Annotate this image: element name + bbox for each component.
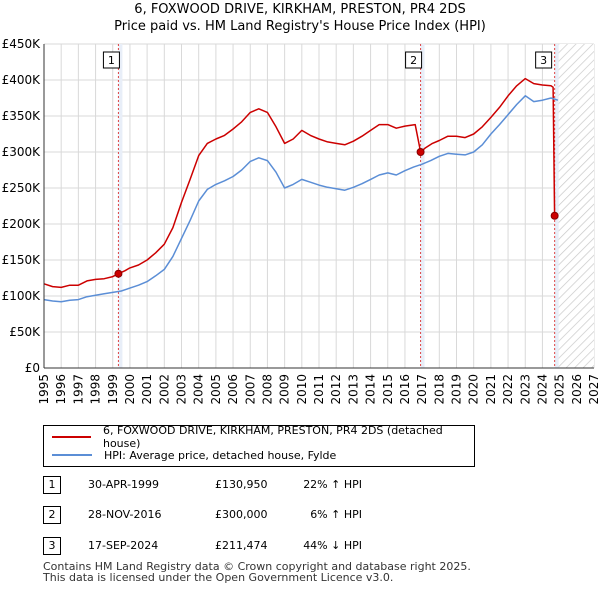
sale-band-2 xyxy=(420,44,425,368)
x-tick-label: 2016 xyxy=(398,374,412,405)
x-tick-label: 2006 xyxy=(226,374,240,405)
x-tick-label: 2018 xyxy=(432,374,446,405)
x-tick-label: 2024 xyxy=(535,374,549,405)
x-tick-label: 2014 xyxy=(364,374,378,405)
y-tick-label: £300K xyxy=(2,145,42,159)
table-row: 2 28-NOV-2016 £300,000 6% ↑ HPI xyxy=(43,504,443,524)
transaction-number: 3 xyxy=(43,537,61,555)
sale-point-3 xyxy=(550,211,559,220)
y-tick-label: £400K xyxy=(2,73,42,87)
price-chart: 1 2 3 £0 £50K £100K £150K £200K £250K £300K £350K… xyxy=(2,37,600,405)
x-tick-label: 1997 xyxy=(71,374,85,405)
x-tick-label: 2001 xyxy=(140,374,154,405)
x-tick-label: 2008 xyxy=(260,374,274,405)
x-tick-label: 2003 xyxy=(175,374,189,405)
x-tick-label: 1996 xyxy=(54,374,68,405)
legend-swatch-property xyxy=(52,436,91,438)
sale-label-box-3 xyxy=(535,51,553,69)
hpi-line xyxy=(43,95,559,303)
footer-copyright: Contains HM Land Registry data © Crown c… xyxy=(43,560,471,573)
property-price-line xyxy=(43,77,556,289)
footer: Contains HM Land Registry data © Crown c… xyxy=(43,561,471,583)
x-tick-label: 1998 xyxy=(89,374,103,405)
x-tick-label: 2007 xyxy=(243,374,257,405)
chart-title: 6, FOXWOOD DRIVE, KIRKHAM, PRESTON, PR4 … xyxy=(134,2,466,17)
chart-subtitle: Price paid vs. HM Land Registry's House … xyxy=(114,19,486,34)
sale-band-1 xyxy=(118,44,123,368)
transaction-price: £211,474 xyxy=(215,539,268,552)
legend-label-property: 6, FOXWOOD DRIVE, KIRKHAM, PRESTON, PR4 … xyxy=(102,424,443,450)
x-tick-label: 2023 xyxy=(518,374,532,405)
x-tick-label: 2011 xyxy=(312,374,326,405)
sale-band-3 xyxy=(554,44,559,368)
x-tick-label: 2009 xyxy=(278,374,292,405)
y-tick-label: £50K xyxy=(9,325,41,339)
transaction-date: 17-SEP-2024 xyxy=(88,539,159,552)
transaction-date: 30-APR-1999 xyxy=(88,478,160,491)
y-tick-label: £250K xyxy=(2,181,42,195)
y-tick-label: £0 xyxy=(25,361,40,375)
x-tick-label: 2021 xyxy=(484,374,498,405)
footer-licence: This data is licensed under the Open Gov… xyxy=(43,571,394,584)
transaction-price: £300,000 xyxy=(215,508,268,521)
future-hatch xyxy=(557,44,594,368)
sale-label-2: 2 xyxy=(410,54,417,67)
y-tick-label: £350K xyxy=(2,109,42,123)
transaction-number: 2 xyxy=(43,506,61,524)
sale-label-1: 1 xyxy=(108,54,115,67)
table-row: 1 30-APR-1999 £130,950 22% ↑ HPI xyxy=(43,474,443,494)
sale-label-box-1 xyxy=(102,51,120,69)
x-tick-label: 2015 xyxy=(381,374,395,405)
sale-label-3: 3 xyxy=(540,54,547,67)
y-tick-label: £150K xyxy=(2,253,42,267)
transaction-price: £130,950 xyxy=(215,478,268,491)
x-tick-label: 2002 xyxy=(157,374,171,405)
legend-label-hpi: HPI: Average price, detached house, Fyld… xyxy=(104,448,337,462)
table-row: 3 17-SEP-2024 £211,474 44% ↓ HPI xyxy=(43,535,443,555)
sale-point-1 xyxy=(114,269,123,278)
x-tick-label: 2022 xyxy=(501,374,515,405)
x-tick-label: 2004 xyxy=(192,374,206,405)
x-tick-label: 2017 xyxy=(415,374,429,405)
x-tick-label: 2026 xyxy=(570,374,584,405)
x-tick-label: 2025 xyxy=(553,374,567,405)
y-tick-label: £200K xyxy=(2,217,42,231)
legend-swatch-hpi xyxy=(52,454,92,456)
x-tick-label: 2010 xyxy=(295,374,309,405)
x-tick-label: 1999 xyxy=(106,374,120,405)
x-tick-label: 2019 xyxy=(450,374,464,405)
transaction-hpi: 44% ↓ HPI xyxy=(303,539,362,552)
x-tick-label: 2005 xyxy=(209,374,223,405)
transaction-hpi: 22% ↑ HPI xyxy=(303,478,362,491)
transaction-number: 1 xyxy=(43,476,61,494)
x-tick-label: 1995 xyxy=(37,374,51,405)
legend-item-property: 6, FOXWOOD DRIVE, KIRKHAM, PRESTON, PR4 … xyxy=(52,424,474,450)
x-tick-label: 2027 xyxy=(587,374,600,405)
sale-point-2 xyxy=(416,148,425,156)
y-tick-label: £100K xyxy=(2,289,42,303)
x-tick-label: 2013 xyxy=(346,374,360,405)
y-tick-label: £450K xyxy=(2,37,42,51)
transaction-hpi: 6% ↑ HPI xyxy=(310,508,362,521)
sale-label-box-2 xyxy=(405,51,423,69)
x-tick-label: 2020 xyxy=(467,374,481,405)
transaction-date: 28-NOV-2016 xyxy=(88,508,162,521)
x-tick-label: 2000 xyxy=(123,374,137,405)
legend-item-hpi: HPI: Average price, detached house, Fyld… xyxy=(52,447,336,463)
x-tick-label: 2012 xyxy=(329,374,343,405)
legend: 6, FOXWOOD DRIVE, KIRKHAM, PRESTON, PR4 … xyxy=(43,424,475,467)
